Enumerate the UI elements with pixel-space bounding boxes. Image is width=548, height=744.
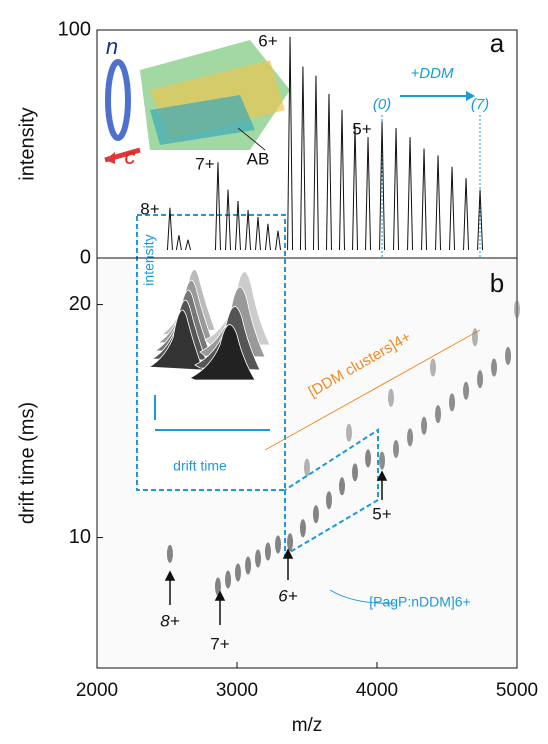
drift-spot	[435, 405, 442, 424]
drift-spot	[275, 535, 282, 554]
spectrum-peak	[379, 121, 386, 251]
y-tick-label: 20	[69, 293, 91, 315]
cluster-bracket	[264, 329, 481, 451]
spectrum-peak	[339, 109, 345, 251]
spectrum-peak	[245, 210, 252, 251]
drift-spot	[287, 533, 294, 552]
spectrum-peak	[175, 235, 182, 251]
drift-spot	[299, 519, 306, 538]
drift-spot	[430, 358, 436, 377]
panel-b-frame	[96, 257, 518, 669]
annotation: intensity	[141, 234, 157, 285]
spectrum-peak	[287, 36, 294, 251]
drift-spot	[339, 477, 345, 496]
annotation: 7+	[210, 634, 229, 653]
x-tick-label: 5000	[496, 680, 538, 701]
spectrum-peak	[463, 178, 470, 251]
drift-spot	[365, 449, 372, 468]
annotation: 7+	[195, 154, 214, 173]
spectrum-peak	[234, 200, 241, 251]
annotation: n	[106, 34, 118, 59]
drift-spot	[225, 570, 232, 589]
spectrum-peak	[435, 155, 442, 251]
drift-spot	[304, 458, 310, 477]
drift-spot	[325, 491, 332, 510]
annotation: 5+	[372, 504, 391, 523]
annotation: 6+	[278, 586, 297, 605]
drift-spot	[472, 328, 478, 347]
spectrum-peak	[407, 137, 414, 251]
x-tick-label: 2000	[76, 680, 118, 701]
annotation: a	[490, 28, 505, 58]
annotation: 8+	[160, 611, 179, 630]
annotation: c	[125, 144, 136, 169]
drift-spot	[477, 370, 484, 389]
drift-spot	[388, 388, 394, 407]
y-tick-label: 0	[80, 246, 91, 268]
annotation: [PagP:nDDM]6+	[369, 594, 471, 610]
drift-spot	[245, 556, 252, 575]
annotation: b	[490, 268, 504, 298]
drift-spot	[505, 346, 512, 365]
drift-spot	[421, 416, 428, 435]
drift-spot	[491, 358, 498, 377]
spectrum-peak	[166, 207, 173, 251]
drift-spot	[352, 463, 359, 482]
spectrum-peak	[214, 162, 221, 251]
drift-spot	[514, 300, 520, 319]
spectrum-peak	[185, 239, 191, 251]
spectrum-peak	[255, 216, 261, 251]
arrows	[164, 470, 388, 625]
spectrum-peak	[225, 189, 232, 251]
drift-spot	[379, 451, 386, 470]
x-tick-label: 4000	[356, 680, 398, 701]
drift-spot	[463, 381, 470, 400]
drift-spot	[255, 549, 261, 568]
spectrum-peak	[477, 189, 484, 251]
annotation: 5+	[352, 119, 371, 138]
spectrum-peak	[299, 66, 306, 251]
y-tick-label: 100	[58, 18, 91, 40]
spectrum-peak	[421, 148, 428, 251]
annotation: (0)	[373, 96, 391, 113]
y-axis-label: drift time (ms)	[16, 402, 38, 524]
drift-spot	[449, 393, 456, 412]
spectrum-peak	[352, 125, 359, 251]
spectrum-peak	[275, 230, 282, 251]
inset	[136, 214, 286, 491]
drift-spot	[214, 577, 221, 596]
x-axis-label: m/z	[292, 715, 323, 736]
spectrum-peak	[312, 75, 319, 251]
y-axis-label: intensity	[16, 107, 38, 180]
selection-box	[284, 428, 379, 557]
annotation: (7)	[471, 96, 489, 113]
protein-illustration	[104, 40, 290, 164]
drift-spot	[312, 505, 319, 524]
spectrum-peak	[365, 137, 372, 251]
annotation: 6+	[258, 31, 277, 50]
drift-spot	[407, 428, 414, 447]
annotation: AB	[247, 149, 270, 168]
spectrum-peak	[449, 166, 456, 251]
spectrum-peak	[325, 93, 332, 251]
spectrum-peak	[264, 223, 271, 251]
spectrum-peak	[393, 128, 400, 251]
x-tick-label: 3000	[216, 680, 258, 701]
annotation: +DDM	[411, 65, 454, 82]
annotation: 8+	[140, 199, 159, 218]
drift-spot	[346, 423, 352, 442]
y-tick-label: 10	[69, 526, 91, 548]
drift-spot	[264, 542, 271, 561]
drift-spot	[234, 563, 241, 582]
annotation: drift time	[173, 458, 227, 474]
drift-spot	[166, 544, 173, 563]
ddm-arrow	[329, 91, 481, 604]
drift-spot	[393, 440, 400, 459]
